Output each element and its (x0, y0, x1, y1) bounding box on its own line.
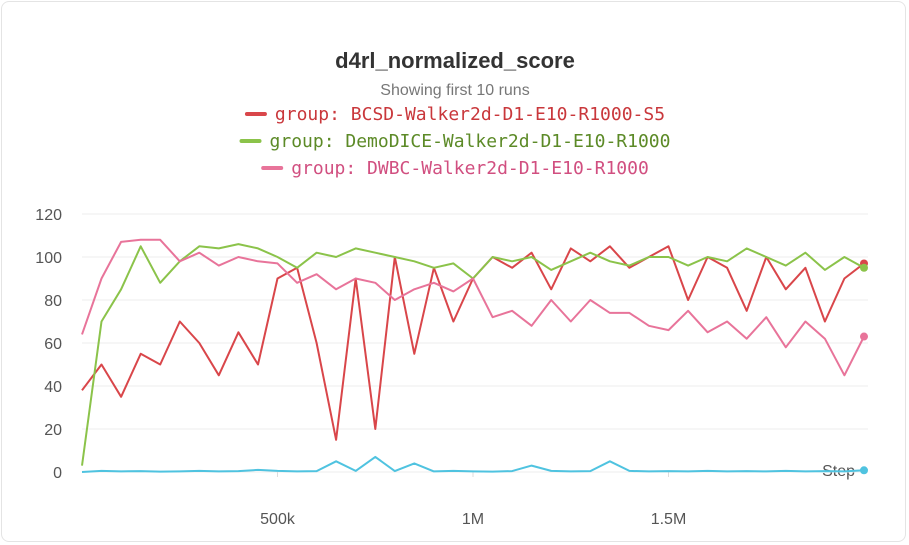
y-tick-label: 60 (44, 336, 62, 353)
chart-title: d4rl_normalized_score (335, 48, 575, 73)
series-line (81, 243, 865, 466)
x-tick-label: 1.5M (651, 511, 687, 528)
x-tick-label: 1M (462, 511, 484, 528)
series-line (81, 455, 865, 473)
y-tick-label: 120 (35, 207, 62, 224)
end-point (860, 263, 868, 272)
chart-subtitle: Showing first 10 runs (380, 82, 529, 99)
end-point (860, 332, 868, 341)
y-tick-label: 80 (44, 293, 62, 310)
y-tick-label: 0 (53, 465, 62, 482)
legend-label: group: DWBC-Walker2d-D1-E10-R1000 (291, 158, 649, 179)
legend-label: group: BCSD-Walker2d-D1-E10-R1000-S5 (275, 104, 665, 125)
y-tick-label: 40 (44, 379, 62, 396)
end-point (860, 466, 868, 475)
x-tick-label: 500k (260, 511, 296, 528)
legend-item: group: DemoDICE-Walker2d-D1-E10-R1000 (239, 131, 671, 152)
y-tick-label: 100 (35, 250, 62, 267)
y-tick-label: 20 (44, 422, 62, 439)
legend-item: group: BCSD-Walker2d-D1-E10-R1000-S5 (244, 104, 665, 125)
series-line (81, 238, 865, 377)
legend-label: group: DemoDICE-Walker2d-D1-E10-R1000 (270, 131, 671, 152)
legend-item: group: DWBC-Walker2d-D1-E10-R1000 (261, 158, 649, 179)
